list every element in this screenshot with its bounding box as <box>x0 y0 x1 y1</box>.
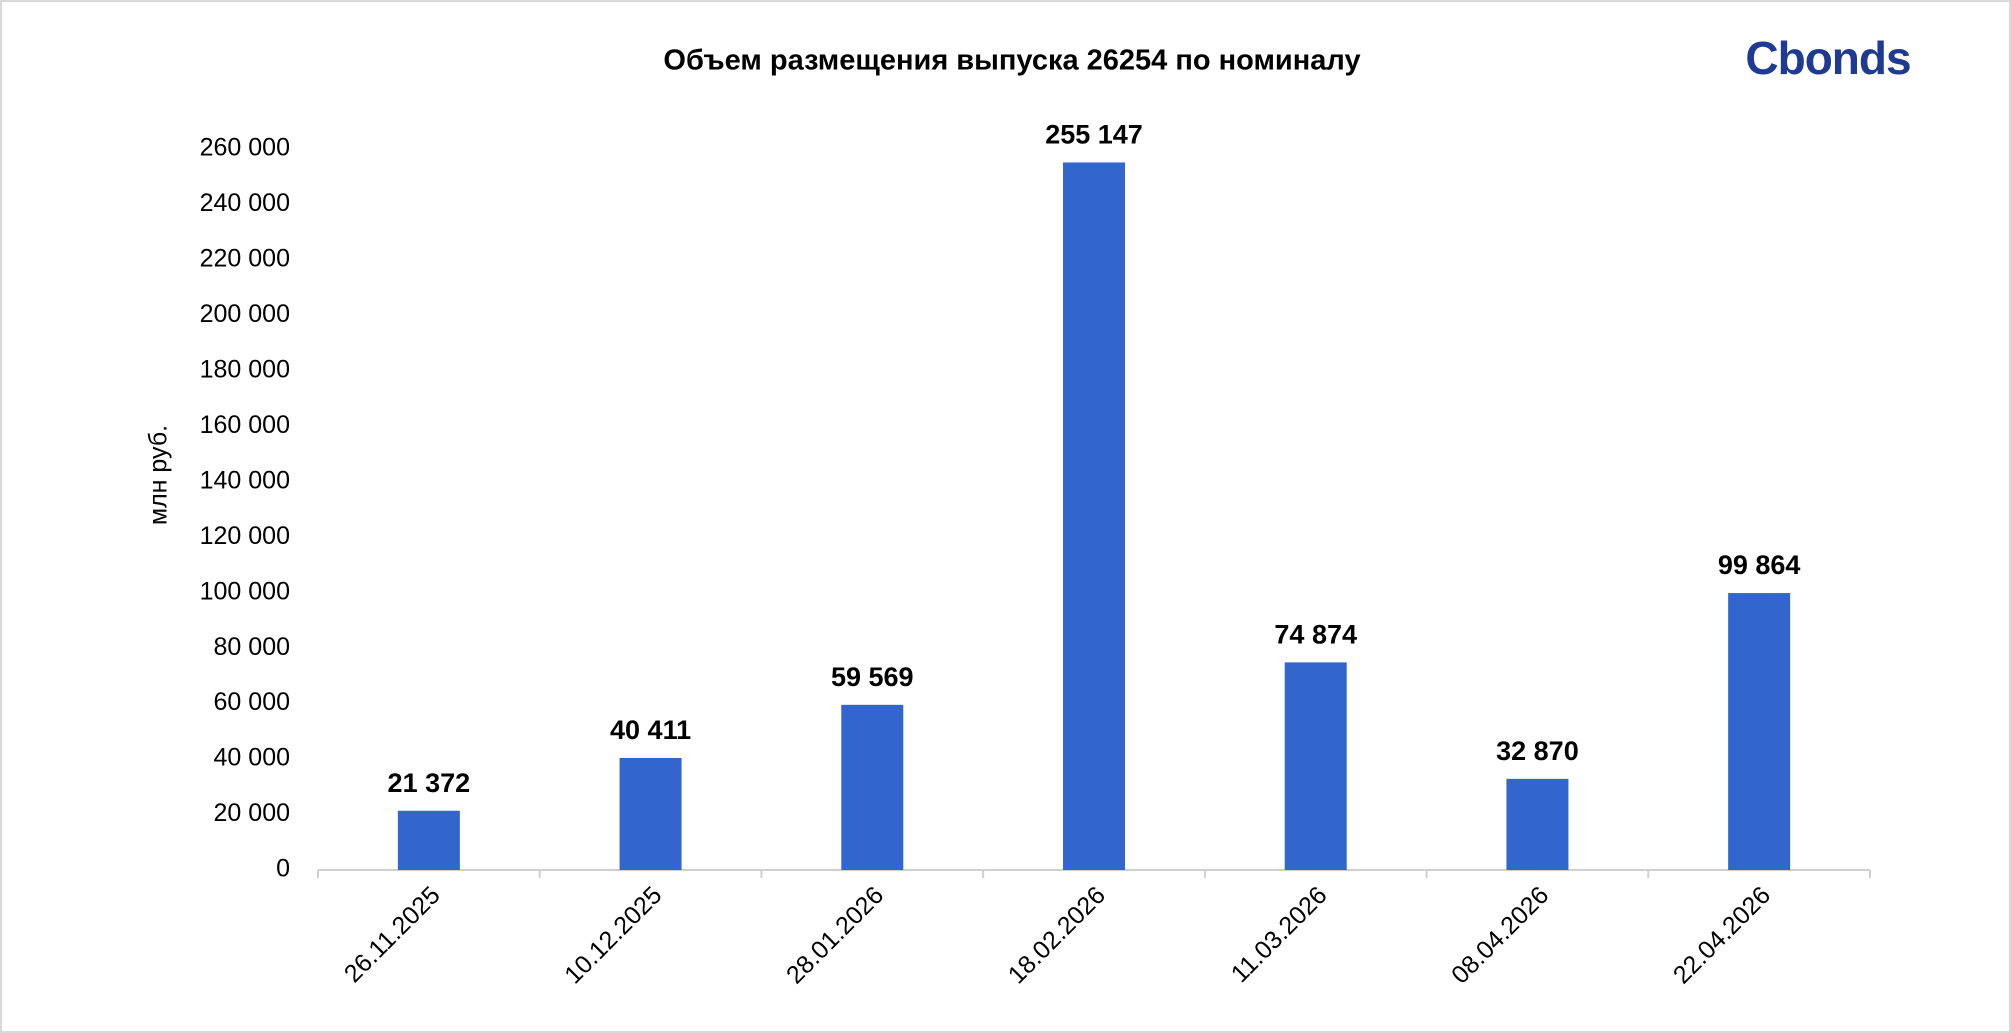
y-tick-label: 80 000 <box>214 633 290 661</box>
value-label: 99 864 <box>1718 550 1801 580</box>
bar <box>1284 662 1347 870</box>
y-tick-label: 20 000 <box>214 799 290 827</box>
value-label: 32 870 <box>1496 736 1579 766</box>
y-tick-label: 180 000 <box>200 355 290 383</box>
y-tick-label: 60 000 <box>214 688 290 716</box>
logo: Cbonds <box>1745 32 1910 84</box>
value-label: 40 411 <box>610 715 691 745</box>
value-label: 59 569 <box>831 662 914 692</box>
bar <box>1063 162 1125 870</box>
value-label: 21 372 <box>388 768 471 798</box>
bar <box>1506 778 1569 870</box>
value-label: 74 874 <box>1274 619 1357 649</box>
bar <box>619 757 682 870</box>
value-label: 255 147 <box>1045 120 1143 150</box>
y-tick-label: 220 000 <box>200 245 290 273</box>
y-tick-label: 140 000 <box>200 466 290 494</box>
y-axis-label: млн руб. <box>145 425 173 525</box>
y-tick-label: 240 000 <box>200 189 290 217</box>
bar <box>397 810 460 870</box>
y-tick-label: 120 000 <box>200 522 290 550</box>
bar <box>1728 593 1791 870</box>
chart-title: Объем размещения выпуска 26254 по номина… <box>663 45 1360 77</box>
y-tick-label: 40 000 <box>214 744 290 772</box>
bar <box>841 704 904 870</box>
y-tick-label: 160 000 <box>200 411 290 439</box>
y-tick-label: 0 <box>276 855 290 883</box>
y-tick-label: 200 000 <box>200 300 290 328</box>
y-tick-label: 100 000 <box>200 577 290 605</box>
y-tick-label: 260 000 <box>200 134 290 162</box>
